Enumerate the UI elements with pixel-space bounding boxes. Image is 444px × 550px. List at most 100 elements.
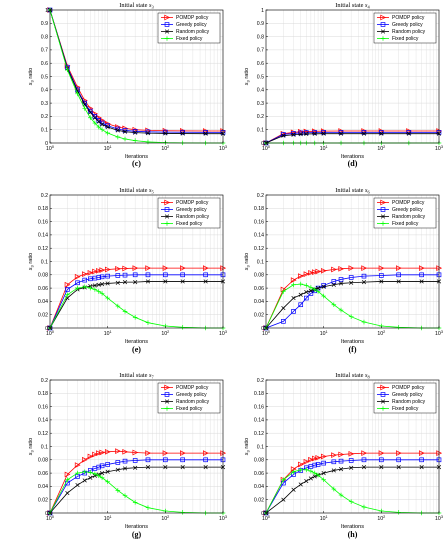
y-tick-label: 0.18: [254, 391, 264, 397]
data-point: [132, 138, 138, 143]
data-point: [361, 280, 367, 285]
data-point: [361, 131, 367, 136]
y-tick-label: 0.06: [254, 471, 264, 477]
data-point: [315, 454, 322, 461]
chart-title: Initial state s4: [335, 2, 370, 10]
data-point: [92, 287, 98, 292]
data-point: [88, 470, 93, 475]
x-tick-label: 100: [262, 145, 270, 152]
panel-label: (e): [132, 345, 141, 354]
chart-title-sub: 7: [151, 375, 154, 380]
legend-entry: Random policy: [176, 29, 210, 35]
chart-title-var: s: [365, 2, 368, 9]
data-point: [132, 272, 138, 278]
y-tick-label: 1: [45, 8, 48, 14]
data-point: [96, 118, 102, 123]
x-axis-label: Iterations: [125, 524, 148, 530]
x-tick-base: 10: [104, 331, 110, 337]
y-tick-label: 0.04: [254, 299, 264, 305]
x-tick-base: 10: [161, 516, 167, 522]
data-point: [321, 460, 326, 466]
legend-entry: POMDP policy: [392, 15, 425, 21]
data-point: [82, 478, 87, 483]
x-tick-label: 103: [219, 330, 227, 337]
x-tick-label: 102: [161, 330, 169, 337]
data-point: [115, 303, 121, 309]
data-point: [203, 465, 208, 470]
data-point: [115, 460, 121, 465]
legend-entry: Fixed policy: [176, 221, 203, 227]
data-point: [145, 272, 151, 278]
data-point: [132, 128, 138, 134]
data-point: [304, 467, 309, 473]
series-fixed-policy: [47, 469, 226, 516]
chart-title-sub: 6: [367, 190, 370, 195]
data-point: [331, 279, 337, 284]
y-tick-label: 0.5: [257, 74, 264, 80]
y-axis-label: s3 ratio: [28, 253, 34, 270]
data-point: [298, 292, 303, 297]
data-point: [348, 458, 354, 463]
x-tick-base: 10: [219, 331, 225, 337]
data-point: [312, 470, 318, 476]
data-point: [92, 268, 98, 275]
y-tick-label: 0.12: [254, 431, 264, 437]
y-tick-label: 0.1: [257, 444, 264, 450]
data-point: [105, 295, 110, 301]
data-point: [298, 302, 304, 308]
data-point: [122, 458, 128, 464]
data-point: [75, 280, 80, 286]
legend-entry: POMDP policy: [176, 200, 209, 206]
data-point: [180, 129, 185, 135]
data-point: [291, 282, 296, 288]
legend-entry: Greedy policy: [176, 207, 207, 213]
legend-marker: [164, 29, 170, 34]
y-tick-label: 0.8: [257, 34, 264, 40]
chart-title-text: Initial state: [335, 187, 365, 194]
y-tick-label: 0.1: [41, 259, 48, 265]
data-point: [396, 465, 401, 470]
data-point: [88, 276, 93, 282]
data-point: [349, 465, 354, 470]
data-point: [82, 469, 88, 475]
data-point: [145, 457, 151, 463]
legend-marker: [380, 384, 387, 391]
data-point: [338, 458, 344, 464]
y-axis-label-sub: 3: [245, 79, 250, 82]
y-tick-label: 0.2: [41, 378, 48, 384]
y-tick-label: 0.9: [257, 21, 264, 27]
y-tick-label: 0.06: [38, 286, 48, 292]
data-point: [65, 477, 70, 483]
data-point: [361, 504, 367, 510]
x-tick-base: 10: [46, 331, 52, 337]
legend-entry: Random policy: [392, 214, 426, 220]
y-axis-label-var: s: [244, 452, 250, 455]
y-tick-label: 0.8: [41, 34, 48, 40]
data-point: [64, 281, 71, 288]
series-line: [49, 274, 223, 329]
data-point: [281, 305, 286, 311]
y-tick-label: 0.08: [38, 273, 48, 279]
y-axis-label-sub: 3: [245, 264, 250, 267]
data-point: [331, 282, 336, 287]
x-tick-exponent: 0: [268, 515, 270, 519]
data-point: [396, 510, 401, 515]
data-point: [87, 269, 94, 276]
y-axis-label-var: s: [28, 82, 34, 85]
chart-title: Initial state s7: [119, 372, 154, 380]
data-point: [379, 457, 384, 463]
y-axis-label: s3 ratio: [28, 68, 34, 85]
data-point: [96, 267, 102, 274]
data-point: [115, 280, 120, 285]
data-point: [361, 265, 368, 272]
y-tick-label: 0.08: [254, 458, 264, 464]
data-point: [298, 281, 304, 287]
legend-marker: [380, 14, 387, 21]
x-tick-label: 103: [435, 145, 443, 152]
data-point: [92, 120, 98, 126]
x-tick-exponent: 1: [109, 330, 111, 334]
data-point: [304, 478, 309, 484]
data-point: [298, 132, 303, 137]
